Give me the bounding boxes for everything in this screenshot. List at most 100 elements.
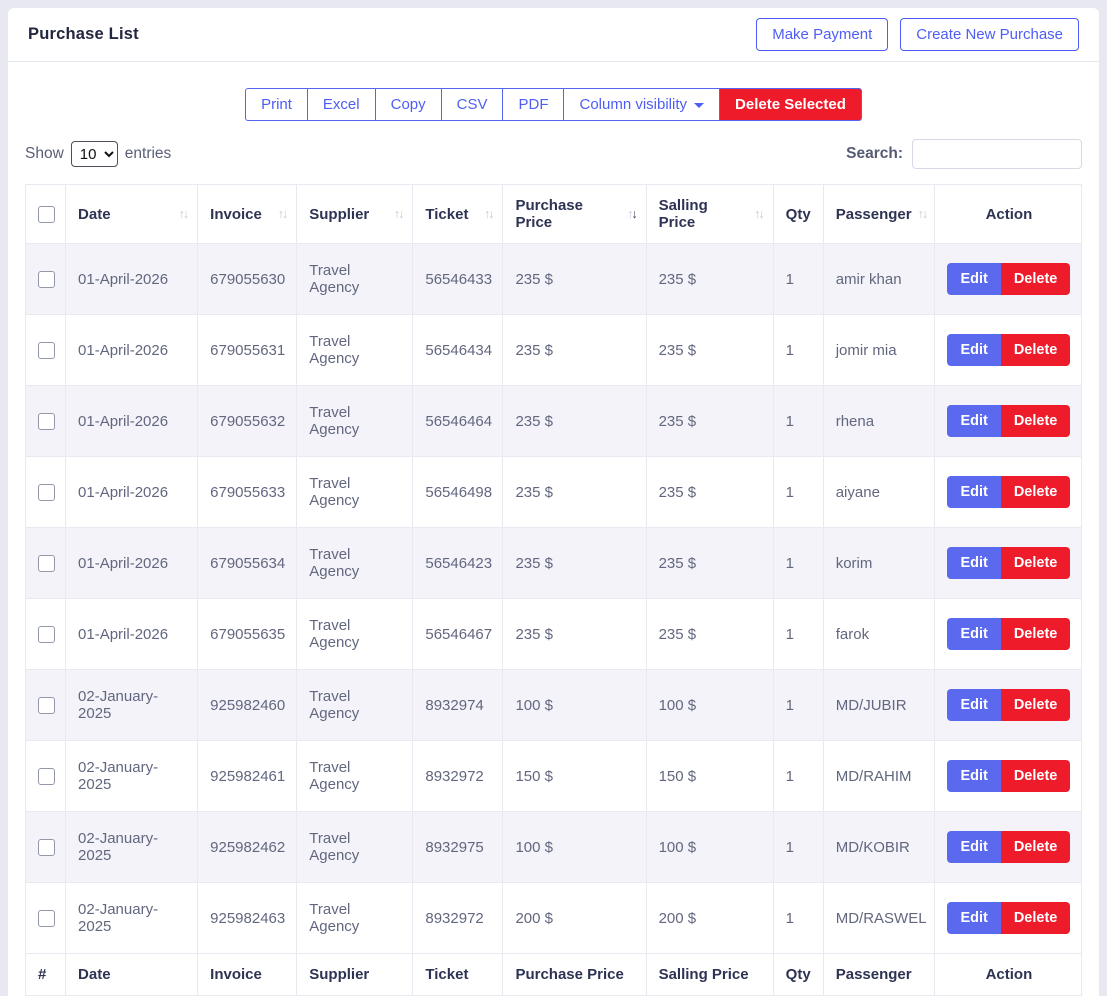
cell-date: 01-April-2026 — [65, 243, 199, 315]
delete-button[interactable]: Delete — [1000, 831, 1071, 863]
delete-selected-button[interactable]: Delete Selected — [719, 88, 862, 121]
export-button-excel[interactable]: Excel — [306, 88, 376, 121]
delete-button[interactable]: Delete — [1000, 902, 1071, 934]
entries-label: entries — [124, 145, 172, 162]
cell-supplier: Travel Agency — [296, 740, 414, 812]
column-header-date[interactable]: Date ↑↓ — [65, 184, 199, 244]
cell-action: Edit Delete — [933, 385, 1083, 457]
edit-button[interactable]: Edit — [947, 263, 1001, 295]
footer-column-purchase_price: Purchase Price — [502, 953, 647, 996]
edit-button[interactable]: Edit — [947, 334, 1001, 366]
sort-icon: ↑↓ — [917, 207, 929, 221]
cell-qty: 1 — [772, 456, 824, 528]
cell-passenger: korim — [822, 527, 935, 599]
action-button-group: Edit Delete — [947, 760, 1071, 792]
cell-invoice: 925982463 — [197, 882, 298, 954]
cell-invoice: 679055635 — [197, 598, 298, 670]
cell-salling-price: 200 $ — [645, 882, 774, 954]
cell-purchase-price: 100 $ — [502, 811, 647, 883]
cell-purchase-price: 100 $ — [502, 669, 647, 741]
edit-button[interactable]: Edit — [947, 618, 1001, 650]
cell-action: Edit Delete — [933, 598, 1083, 670]
delete-button[interactable]: Delete — [1000, 476, 1071, 508]
delete-button[interactable]: Delete — [1000, 334, 1071, 366]
cell-supplier: Travel Agency — [296, 243, 414, 315]
select-all-checkbox[interactable] — [38, 205, 56, 223]
cell-passenger: MD/RASWEL — [822, 882, 935, 954]
row-checkbox[interactable] — [38, 767, 56, 785]
column-header-checkbox — [24, 184, 67, 244]
cell-date: 01-April-2026 — [65, 527, 199, 599]
row-checkbox[interactable] — [38, 412, 56, 430]
sort-icon: ↑↓ — [483, 207, 495, 221]
column-header-purchase_price[interactable]: Purchase Price ↑↓ — [502, 184, 647, 244]
row-checkbox[interactable] — [38, 838, 56, 856]
cell-action: Edit Delete — [933, 669, 1083, 741]
row-checkbox[interactable] — [38, 270, 56, 288]
export-button-print[interactable]: Print — [245, 88, 308, 121]
cell-action: Edit Delete — [933, 527, 1083, 599]
delete-button[interactable]: Delete — [1000, 760, 1071, 792]
page-length-control: Show 10 entries — [25, 141, 171, 167]
make-payment-button[interactable]: Make Payment — [756, 18, 889, 51]
search-input[interactable] — [912, 139, 1082, 169]
edit-button[interactable]: Edit — [947, 902, 1001, 934]
cell-date: 01-April-2026 — [65, 385, 199, 457]
page-length-select[interactable]: 10 — [70, 141, 118, 167]
cell-date: 02-January-2025 — [65, 882, 199, 954]
export-button-csv[interactable]: CSV — [440, 88, 504, 121]
row-checkbox[interactable] — [38, 341, 56, 359]
cell-date: 02-January-2025 — [65, 811, 199, 883]
delete-button[interactable]: Delete — [1000, 405, 1071, 437]
column-header-supplier[interactable]: Supplier ↑↓ — [296, 184, 414, 244]
row-checkbox-cell — [24, 385, 67, 457]
footer-column-passenger: Passenger — [822, 953, 935, 996]
edit-button[interactable]: Edit — [947, 831, 1001, 863]
search-label: Search: — [846, 145, 903, 162]
action-button-group: Edit Delete — [947, 689, 1071, 721]
cell-purchase-price: 150 $ — [502, 740, 647, 812]
cell-purchase-price: 235 $ — [502, 314, 647, 386]
cell-passenger: farok — [822, 598, 935, 670]
column-label: Date — [78, 205, 111, 223]
cell-invoice: 925982460 — [197, 669, 298, 741]
row-checkbox[interactable] — [38, 625, 56, 643]
column-header-passenger[interactable]: Passenger ↑↓ — [822, 184, 935, 244]
cell-date: 01-April-2026 — [65, 598, 199, 670]
column-header-qty: Qty — [772, 184, 824, 244]
header-actions: Make Payment Create New Purchase — [756, 18, 1079, 51]
row-checkbox[interactable] — [38, 554, 56, 572]
delete-button[interactable]: Delete — [1000, 263, 1071, 295]
create-new-purchase-button[interactable]: Create New Purchase — [900, 18, 1079, 51]
column-header-invoice[interactable]: Invoice ↑↓ — [197, 184, 298, 244]
cell-supplier: Travel Agency — [296, 314, 414, 386]
row-checkbox-cell — [24, 669, 67, 741]
row-checkbox[interactable] — [38, 909, 56, 927]
edit-button[interactable]: Edit — [947, 547, 1001, 579]
column-header-salling_price[interactable]: Salling Price ↑↓ — [645, 184, 774, 244]
footer-column-date: Date — [65, 953, 199, 996]
table-foot-row: # Date Invoice Supplier Ticket Purchase Price… — [24, 953, 1083, 996]
cell-purchase-price: 235 $ — [502, 527, 647, 599]
cell-action: Edit Delete — [933, 740, 1083, 812]
edit-button[interactable]: Edit — [947, 760, 1001, 792]
export-button-pdf[interactable]: PDF — [502, 88, 565, 121]
cell-qty: 1 — [772, 314, 824, 386]
delete-button[interactable]: Delete — [1000, 618, 1071, 650]
column-visibility-button[interactable]: Column visibility — [563, 88, 721, 121]
delete-button[interactable]: Delete — [1000, 547, 1071, 579]
edit-button[interactable]: Edit — [947, 405, 1001, 437]
cell-salling-price: 235 $ — [645, 598, 774, 670]
row-checkbox[interactable] — [38, 483, 56, 501]
action-button-group: Edit Delete — [947, 618, 1071, 650]
row-checkbox[interactable] — [38, 696, 56, 714]
edit-button[interactable]: Edit — [947, 689, 1001, 721]
cell-salling-price: 235 $ — [645, 314, 774, 386]
table-row: 01-April-2026 679055630 Travel Agency 56… — [24, 243, 1083, 315]
column-header-ticket[interactable]: Ticket ↑↓ — [412, 184, 504, 244]
action-button-group: Edit Delete — [947, 334, 1071, 366]
cell-purchase-price: 235 $ — [502, 598, 647, 670]
export-button-copy[interactable]: Copy — [374, 88, 442, 121]
edit-button[interactable]: Edit — [947, 476, 1001, 508]
delete-button[interactable]: Delete — [1000, 689, 1071, 721]
